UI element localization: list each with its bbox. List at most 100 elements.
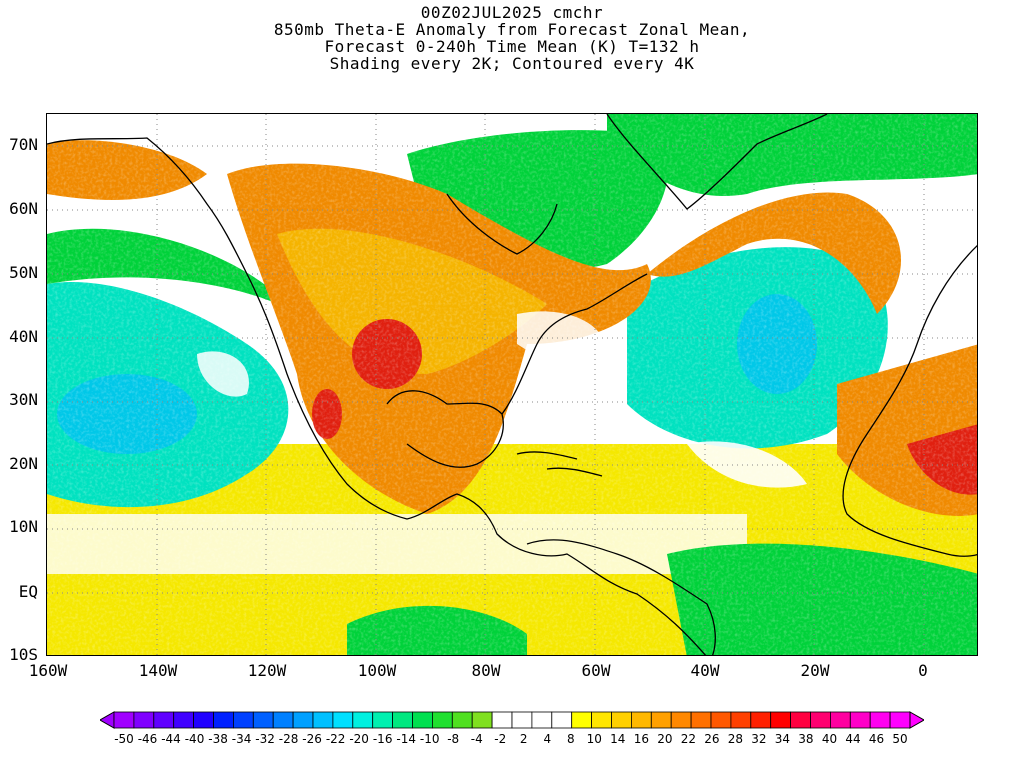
colorbar-swatch: [730, 711, 752, 729]
lon-label-80W: 80W: [471, 661, 501, 680]
colorbar-swatch: [272, 711, 294, 729]
colorbar-swatch: [153, 711, 175, 729]
coast-east-us: [501, 273, 648, 415]
colorbar-swatch: [332, 711, 354, 729]
colorbar-label: 38: [798, 732, 814, 746]
colorbar-label: 50: [892, 732, 908, 746]
colorbar-label: -22: [325, 732, 346, 746]
colorbar-swatch: [193, 711, 214, 729]
colorbar-label: 2: [519, 732, 528, 746]
lat-label-70N: 70N: [9, 135, 38, 154]
lat-label-40N: 40N: [9, 327, 38, 346]
lat-label-10S: 10S: [9, 645, 38, 664]
lon-label-20W: 20W: [800, 661, 830, 680]
colorbar-label: -26: [302, 732, 322, 746]
colorbar-label: -34: [231, 732, 252, 746]
colorbar-label: -44: [161, 732, 181, 746]
coast-greenland: [606, 114, 828, 210]
colorbar-swatch: [810, 711, 831, 729]
colorbar-arrow-low: [100, 711, 115, 729]
lon-label-0: 0: [918, 661, 928, 680]
lat-label-60N: 60N: [9, 199, 38, 218]
colorbar-swatch: [889, 711, 911, 729]
colorbar: [100, 711, 924, 729]
colorbar-swatch: [531, 711, 553, 729]
coast-south-america: [526, 539, 716, 655]
colorbar-label: -14: [396, 732, 416, 746]
colorbar-swatch: [491, 711, 513, 729]
colorbar-swatch: [412, 711, 433, 729]
colorbar-label: 14: [610, 732, 626, 746]
theta-e-field: [47, 114, 977, 655]
colorbar-label: 34: [774, 732, 791, 746]
title-line-3: Forecast 0-240h Time Mean (K) T=132 h: [324, 37, 700, 56]
colorbar-label: 8: [566, 732, 575, 746]
colorbar-label: 4: [543, 732, 552, 746]
colorbar-swatch: [690, 711, 712, 729]
map-canvas: [47, 114, 977, 655]
colorbar-swatch: [511, 711, 533, 729]
colorbar-swatch: [133, 711, 155, 729]
colorbar-swatch: [372, 711, 394, 729]
colorbar-label: -38: [208, 732, 228, 746]
colorbar-swatch: [869, 711, 891, 729]
colorbar-label: 28: [727, 732, 744, 746]
colorbar-swatch: [631, 711, 652, 729]
colorbar-swatch: [312, 711, 334, 729]
title-line-1: 00Z02JUL2025 cmchr: [420, 3, 604, 22]
map-panel: [46, 113, 978, 656]
colorbar-label: 44: [845, 732, 861, 746]
colorbar-swatch: [710, 711, 732, 729]
colorbar-label: 40: [821, 732, 838, 746]
colorbar-swatch: [591, 711, 612, 729]
colorbar-swatch: [611, 711, 632, 729]
colorbar-swatch: [392, 711, 413, 729]
colorbar-label: -32: [255, 732, 275, 746]
colorbar-arrow-high: [909, 711, 924, 729]
colorbar-label: -2: [494, 732, 507, 746]
colorbar-swatch: [431, 711, 453, 729]
colorbar-label: -50: [114, 732, 134, 746]
colorbar-swatch: [551, 711, 573, 729]
colorbar-label: -16: [372, 732, 393, 746]
colorbar-swatch: [650, 711, 672, 729]
coast-iberia-africa: [842, 245, 977, 557]
colorbar-swatch: [571, 711, 593, 729]
colorbar-label: -28: [278, 732, 299, 746]
coastlines: [47, 114, 977, 655]
colorbar-swatch: [173, 711, 194, 729]
colorbar-label: 16: [633, 732, 649, 746]
field-speckle: [47, 114, 977, 655]
title-line-2: 850mb Theta-E Anomaly from Forecast Zona…: [273, 20, 751, 39]
colorbar-swatch: [451, 711, 473, 729]
lat-label-20N: 20N: [9, 454, 38, 473]
coast-alaska: [47, 137, 707, 655]
colorbar-label: 26: [704, 732, 720, 746]
lon-label-120W: 120W: [247, 661, 287, 680]
lon-label-40W: 40W: [690, 661, 720, 680]
lon-label-100W: 100W: [357, 661, 397, 680]
colorbar-swatch: [252, 711, 274, 729]
colorbar-swatch: [790, 711, 811, 729]
lon-label-140W: 140W: [138, 661, 178, 680]
colorbar-label: -40: [184, 732, 205, 746]
lat-label-10N: 10N: [9, 517, 38, 536]
colorbar-label: 22: [680, 732, 696, 746]
colorbar-swatch: [213, 711, 234, 729]
colorbar-label: -4: [470, 732, 483, 746]
colorbar-swatch: [830, 711, 851, 729]
colorbar-swatch: [232, 711, 254, 729]
title-line-4: Shading every 2K; Contoured every 4K: [329, 54, 695, 73]
colorbar-swatch: [750, 711, 772, 729]
lat-label-30N: 30N: [9, 390, 38, 409]
lon-label-60W: 60W: [581, 661, 611, 680]
colorbar-swatch: [770, 711, 792, 729]
colorbar-label: -8: [447, 732, 460, 746]
colorbar-swatch: [670, 711, 692, 729]
lon-label-160W: 160W: [28, 661, 68, 680]
coast-caribbean: [516, 451, 603, 477]
colorbar-swatch: [352, 711, 374, 729]
coast-gulf: [386, 390, 504, 468]
lat-label-EQ: EQ: [18, 582, 38, 601]
colorbar-label: -20: [349, 732, 369, 746]
